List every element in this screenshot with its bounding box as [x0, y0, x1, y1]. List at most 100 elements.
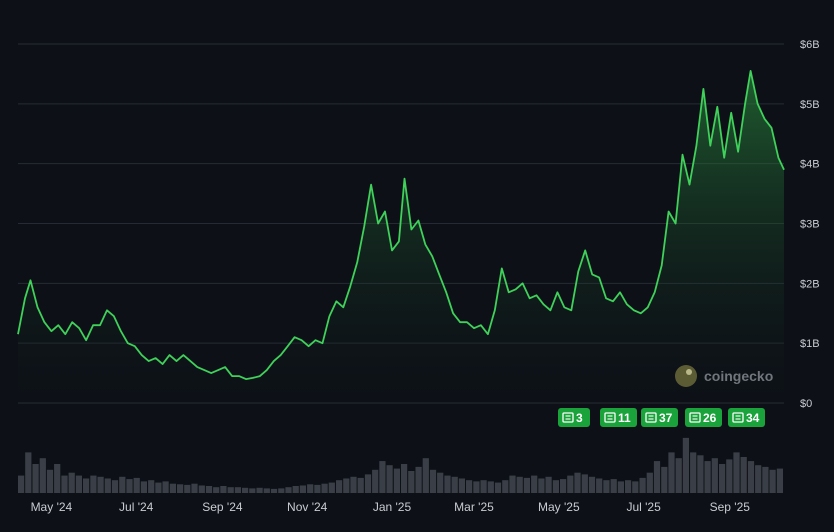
x-tick-label: Mar '25 [454, 500, 494, 514]
news-badge[interactable]: 37 [641, 408, 678, 427]
x-tick-label: Jan '25 [373, 500, 412, 514]
volume-bar [538, 478, 545, 493]
y-tick-label: $2B [800, 278, 820, 290]
volume-bar [755, 465, 762, 493]
coingecko-watermark: coingecko [675, 365, 773, 387]
newspaper-icon [689, 412, 701, 423]
volume-bar [552, 480, 559, 493]
volume-bar [675, 458, 682, 493]
volume-bar [198, 485, 205, 493]
volume-bar [263, 488, 270, 493]
volume-bar [444, 475, 451, 493]
volume-bar [574, 472, 581, 493]
volume-bar [177, 484, 184, 493]
y-tick-label: $5B [800, 99, 820, 111]
volume-bar [451, 476, 458, 493]
volume-bar [545, 476, 552, 493]
volume-bar [285, 487, 292, 493]
x-tick-label: May '24 [31, 500, 73, 514]
volume-bar [46, 469, 54, 493]
x-tick-label: Jul '25 [626, 500, 661, 514]
volume-bar [690, 452, 697, 493]
volume-bar [393, 468, 400, 493]
volume-bar [487, 481, 494, 493]
volume-bar [119, 476, 126, 493]
volume-bar [415, 466, 422, 493]
volume-bar [299, 485, 306, 493]
volume-bar [169, 483, 176, 493]
news-badge[interactable]: 34 [728, 408, 765, 427]
volume-bar [653, 461, 661, 493]
volume-bar [75, 475, 82, 493]
series-line-layer [17, 70, 785, 380]
news-badge[interactable]: 11 [600, 408, 637, 427]
x-tick-label: Sep '25 [710, 500, 751, 514]
volume-bar [140, 481, 147, 493]
x-tick-label: May '25 [538, 500, 580, 514]
volume-bar [581, 474, 588, 493]
volume-bar [560, 479, 567, 493]
volume-bar [18, 475, 25, 493]
volume-bar [227, 487, 234, 493]
volume-bar [328, 482, 335, 493]
volume-bar [292, 486, 299, 493]
volume-bar [249, 488, 256, 493]
volume-bar [740, 457, 747, 493]
news-badge-count: 34 [746, 411, 760, 425]
volume-bar [603, 480, 610, 493]
volume-bar [25, 452, 32, 493]
x-tick-label: Jul '24 [119, 500, 154, 514]
volume-bar [466, 480, 473, 493]
volume-bar [733, 452, 740, 493]
news-badge-count: 3 [576, 411, 583, 425]
volume-bar [61, 475, 68, 493]
newspaper-icon [562, 412, 574, 423]
news-badge-count: 37 [659, 411, 673, 425]
volume-bar [126, 479, 133, 493]
y-tick-label: $6B [800, 39, 820, 51]
volume-bar [270, 488, 278, 493]
y-tick-label: $1B [800, 338, 820, 350]
volume-bar [386, 465, 393, 493]
news-badge[interactable]: 3 [558, 408, 590, 427]
volume-bar [567, 475, 574, 493]
volume-bar [256, 487, 263, 493]
news-badge-count: 11 [618, 411, 631, 425]
volume-bar [350, 476, 357, 493]
volume-bar [588, 476, 596, 493]
volume-bar [379, 461, 386, 493]
volume-bar [54, 464, 61, 493]
volume-bar [191, 483, 198, 493]
volume-bar [762, 466, 769, 493]
volume-bar [632, 481, 639, 493]
y-tick-label: $4B [800, 159, 820, 171]
volume-bar [68, 472, 75, 493]
news-badge[interactable]: 26 [685, 408, 722, 427]
volume-bar [184, 484, 191, 493]
y-axis-tick-labels: $0 $1B $2B $3B $4B $5B $6B [800, 39, 820, 410]
volume-bar [307, 484, 314, 493]
volume-bar [148, 480, 155, 493]
volume-bar [747, 461, 755, 493]
volume-bar [596, 478, 603, 493]
volume-bar [617, 481, 624, 493]
news-badges: 3 11 37 26 34 [558, 408, 765, 427]
volume-bar [314, 484, 321, 493]
x-tick-label: Sep '24 [202, 500, 243, 514]
volume-bar [336, 480, 343, 493]
newspaper-icon [732, 412, 744, 423]
volume-bar [32, 464, 39, 493]
volume-bar [422, 458, 429, 493]
volume-bar [83, 478, 90, 493]
volume-bar [104, 478, 111, 493]
volume-bar [646, 472, 653, 493]
volume-bar [357, 477, 364, 493]
volume-bars [18, 437, 783, 493]
volume-bar [719, 464, 726, 493]
volume-bar [502, 480, 509, 493]
volume-bar [480, 480, 487, 493]
volume-bar [155, 482, 162, 493]
volume-bar [278, 488, 285, 493]
